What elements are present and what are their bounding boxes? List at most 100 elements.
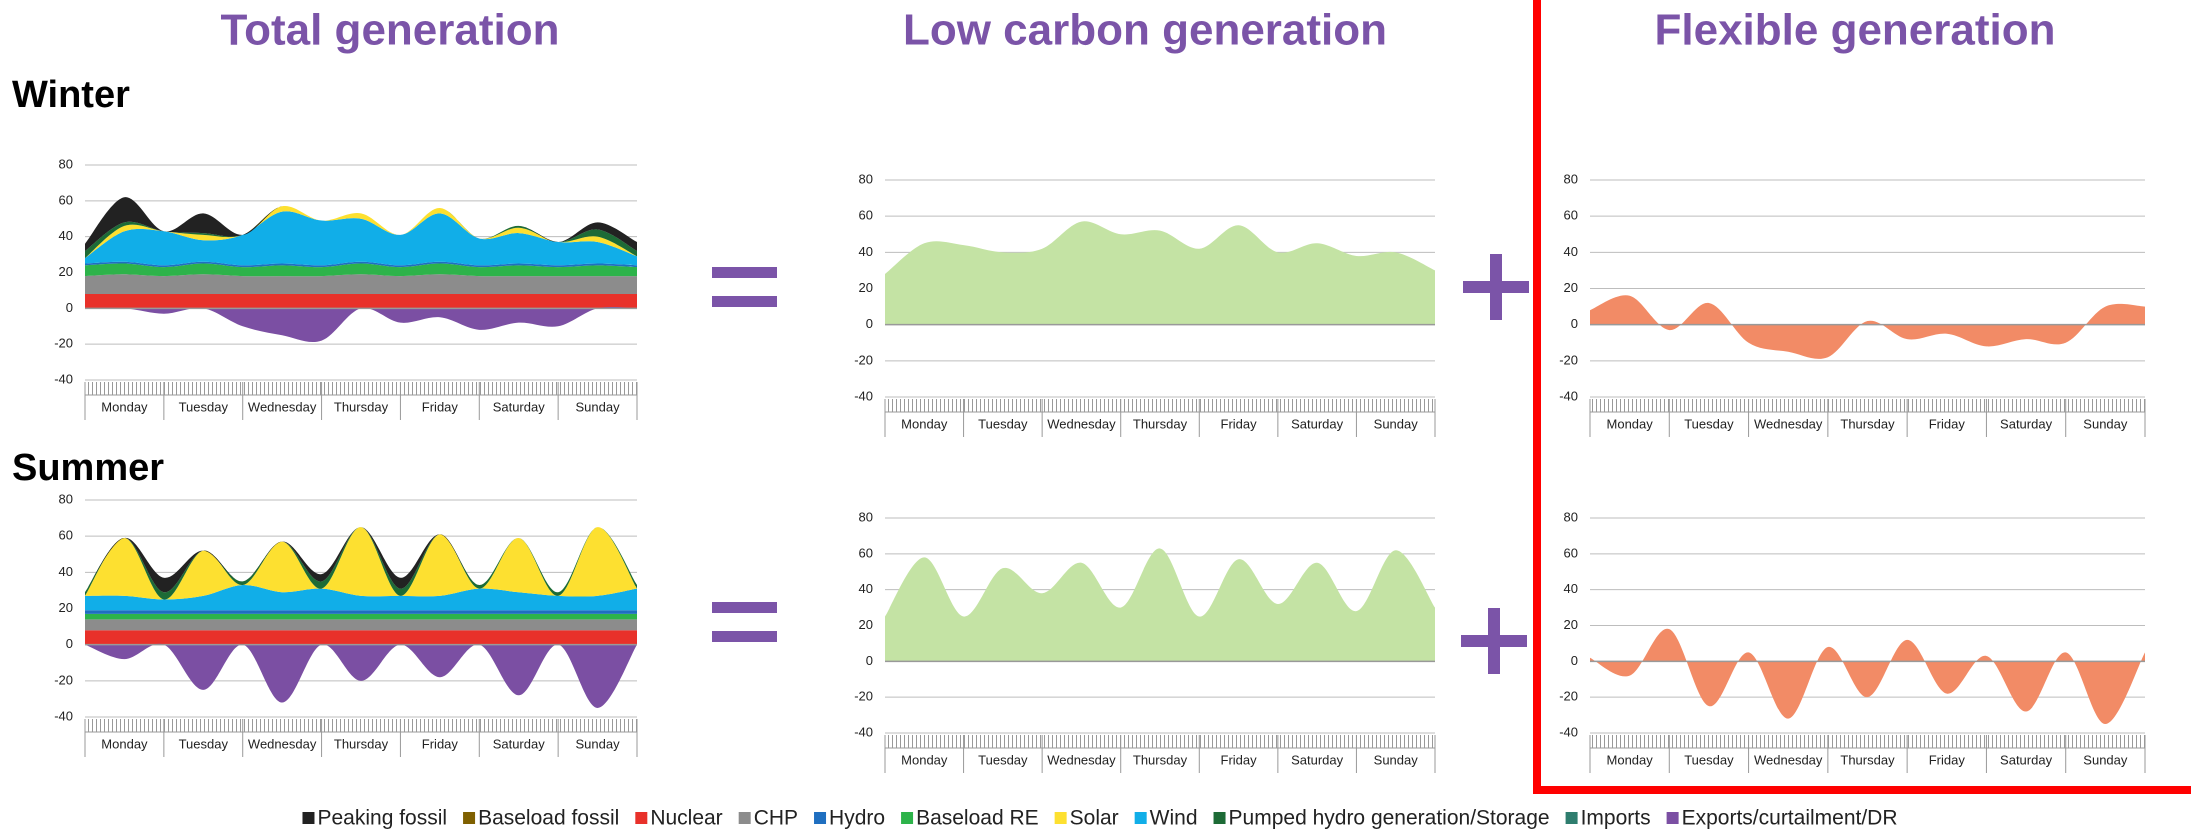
areas <box>1590 628 2145 725</box>
y-tick-label: 0 <box>866 653 873 668</box>
legend-label: Imports <box>1581 807 1651 829</box>
equals-sign <box>712 602 777 613</box>
y-tick-label: 20 <box>59 264 73 279</box>
x-tick-label: Sunday <box>576 736 621 751</box>
y-tick-label: -20 <box>854 352 873 367</box>
legend-label: Baseload RE <box>916 807 1039 829</box>
areas <box>85 197 637 342</box>
legend-label: Hydro <box>829 807 885 829</box>
y-tick-label: 0 <box>1571 653 1578 668</box>
x-tick-label: Friday <box>1221 416 1258 431</box>
y-tick-label: 0 <box>66 300 73 315</box>
equals-sign <box>712 296 777 307</box>
y-tick-label: 40 <box>59 228 73 243</box>
y-tick-label: 80 <box>859 509 873 524</box>
equals-sign <box>712 631 777 642</box>
legend-label: Nuclear <box>650 807 722 829</box>
area <box>85 610 637 614</box>
area <box>85 613 637 620</box>
areas <box>885 548 1435 662</box>
legend-label: Exports/curtailment/DR <box>1682 807 1898 829</box>
x-tick-label: Tuesday <box>978 752 1028 767</box>
y-tick-label: 0 <box>1571 316 1578 331</box>
legend-label: Solar <box>1070 807 1119 829</box>
legend: Peaking fossil Baseload fossil Nuclear CHP H… <box>302 807 1898 829</box>
hour-ticks <box>85 382 637 395</box>
legend-swatch <box>1054 812 1067 824</box>
area <box>85 205 637 259</box>
y-tick-label: -20 <box>54 672 73 687</box>
y-tick-label: 60 <box>859 545 873 560</box>
chart: -40 -20 0 20 40 60 80 Monday Tuesday Wednesday Thu… <box>854 171 1436 437</box>
area <box>1590 628 2145 725</box>
hour-ticks <box>1590 399 2145 412</box>
x-tick-label: Tuesday <box>1684 752 1734 767</box>
y-tick-label: -20 <box>1559 352 1578 367</box>
x-tick-label: Wednesday <box>1047 416 1116 431</box>
y-tick-label: 20 <box>859 617 873 632</box>
y-tick-label: 40 <box>1564 581 1578 596</box>
y-tick-label: 80 <box>1564 509 1578 524</box>
legend-swatch <box>1134 812 1147 824</box>
legend-swatch <box>463 812 476 824</box>
y-tick-label: 0 <box>866 316 873 331</box>
legend-label: Wind <box>1150 807 1198 829</box>
y-tick-label: -40 <box>854 724 873 739</box>
area <box>85 294 637 309</box>
x-tick-label: Saturday <box>493 736 546 751</box>
y-tick-label: 80 <box>59 491 73 506</box>
x-tick-label: Monday <box>101 736 148 751</box>
y-tick-label: -20 <box>1559 689 1578 704</box>
x-tick-label: Thursday <box>334 736 389 751</box>
x-tick-label: Wednesday <box>248 399 317 414</box>
y-tick-label: -20 <box>854 689 873 704</box>
y-tick-label: -20 <box>54 336 73 351</box>
x-tick-label: Monday <box>901 416 948 431</box>
area <box>85 274 637 294</box>
legend-swatch <box>1565 812 1578 824</box>
y-tick-label: -40 <box>1559 724 1578 739</box>
y-tick-label: 60 <box>1564 208 1578 223</box>
area <box>85 630 637 645</box>
x-tick-label: Wednesday <box>1754 416 1823 431</box>
legend-label: CHP <box>754 807 798 829</box>
column-title: Low carbon generation <box>903 6 1387 55</box>
x-tick-label: Saturday <box>1291 416 1344 431</box>
x-tick-label: Wednesday <box>248 736 317 751</box>
y-tick-label: -40 <box>54 708 73 723</box>
chart: -40 -20 0 20 40 60 80 Monday Tuesday Wednesday Thu… <box>54 156 638 420</box>
y-tick-label: 60 <box>1564 545 1578 560</box>
legend-swatch <box>738 812 751 824</box>
x-tick-label: Tuesday <box>978 416 1028 431</box>
y-tick-label: 20 <box>59 600 73 615</box>
y-tick-label: 80 <box>1564 171 1578 186</box>
x-tick-label: Wednesday <box>1754 752 1823 767</box>
legend-label: Pumped hydro generation/Storage <box>1229 807 1550 829</box>
area <box>85 584 637 611</box>
chart: -40 -20 0 20 40 60 80 Monday Tuesday Wednesday Thu… <box>854 509 1436 773</box>
x-tick-label: Thursday <box>1133 416 1188 431</box>
chart: -40 -20 0 20 40 60 80 Monday Tuesday Wednesday Thu… <box>54 491 638 757</box>
row-title: Winter <box>12 74 130 116</box>
x-tick-label: Friday <box>422 736 459 751</box>
y-tick-label: 20 <box>1564 280 1578 295</box>
legend-swatch <box>1213 812 1226 824</box>
x-tick-label: Friday <box>1221 752 1258 767</box>
area <box>85 261 637 268</box>
x-tick-label: Monday <box>101 399 148 414</box>
x-tick-label: Sunday <box>2083 752 2128 767</box>
plus-sign <box>1488 608 1500 674</box>
x-tick-label: Saturday <box>1291 752 1344 767</box>
area <box>85 527 637 600</box>
area <box>85 263 637 277</box>
legend-label: Baseload fossil <box>478 807 619 829</box>
y-tick-label: 80 <box>59 156 73 171</box>
legend-swatch <box>901 812 914 824</box>
chart: -40 -20 0 20 40 60 80 Monday Tuesday Wednesday Thu… <box>1559 171 2146 437</box>
y-tick-label: 20 <box>859 280 873 295</box>
y-tick-label: 40 <box>859 581 873 596</box>
x-tick-label: Thursday <box>1840 752 1895 767</box>
column-title: Total generation <box>221 6 560 55</box>
legend-swatch <box>814 812 827 824</box>
